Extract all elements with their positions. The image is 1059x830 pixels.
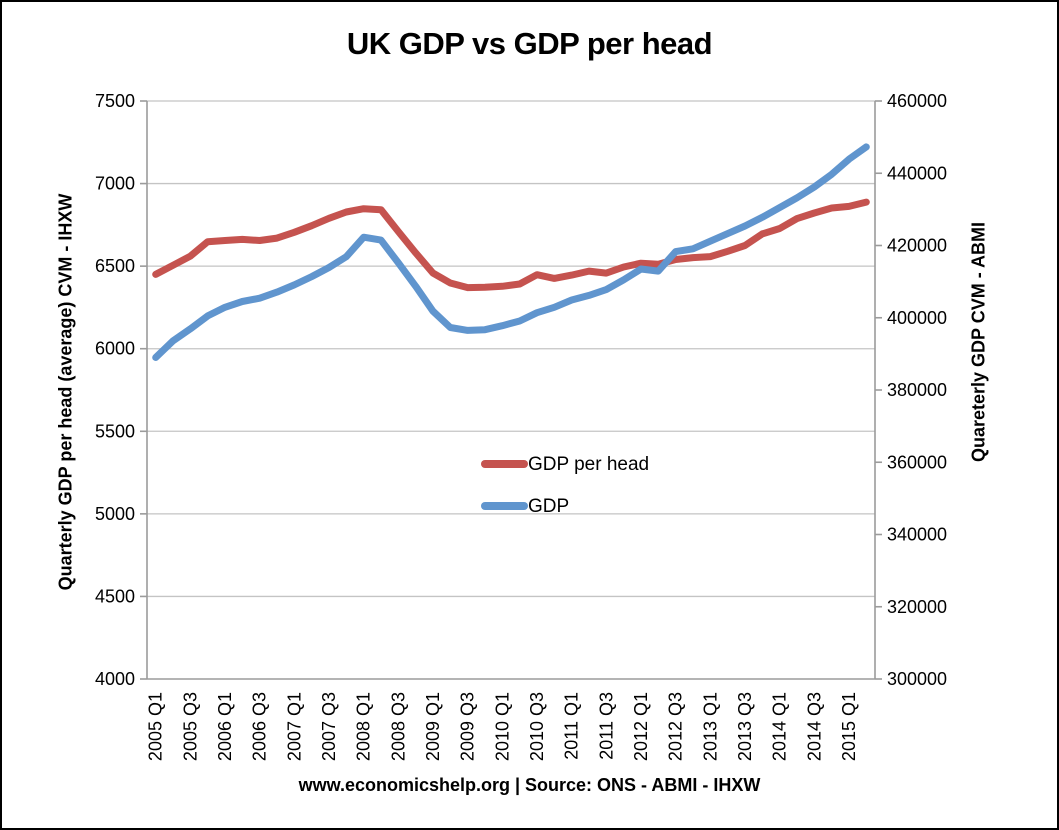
left-axis-tick-label: 4000 — [95, 669, 135, 689]
x-axis-tick-label: 2014 Q3 — [804, 692, 824, 761]
left-axis-tick-label: 7500 — [95, 91, 135, 111]
legend-swatch-gdp-per-head — [481, 460, 528, 468]
legend-label-gdp: GDP — [528, 495, 570, 517]
series-line-gdp — [152, 143, 870, 361]
legend-swatch-gdp — [481, 502, 528, 510]
x-axis-tick-label: 2007 Q3 — [319, 692, 339, 761]
right-axis-tick-label: 440000 — [887, 163, 947, 183]
chart-title: UK GDP vs GDP per head — [346, 26, 713, 61]
x-axis-tick-label: 2005 Q1 — [146, 692, 166, 761]
legend-entry-gdp-per-head: GDP per head — [481, 443, 649, 485]
legend-entry-gdp: GDP — [481, 485, 649, 527]
x-axis-tick-label: 2009 Q1 — [423, 692, 443, 761]
left-axis-tick-label: 5500 — [95, 421, 135, 441]
left-axis-tick-label: 6500 — [95, 256, 135, 276]
x-axis-tick-label: 2014 Q1 — [770, 692, 790, 761]
x-axis-tick-label: 2013 Q3 — [735, 692, 755, 761]
left-axis-tick-label: 7000 — [95, 174, 135, 194]
x-axis-tick-label: 2010 Q3 — [527, 692, 547, 761]
x-axis-tick-label: 2008 Q3 — [388, 692, 408, 761]
chart-legend: GDP per head GDP — [481, 443, 649, 527]
right-axis-tick-label: 340000 — [887, 525, 947, 545]
x-axis-tick-label: 2006 Q1 — [215, 692, 235, 761]
x-axis-tick-label: 2013 Q1 — [700, 692, 720, 761]
right-axis-tick-label: 380000 — [887, 380, 947, 400]
right-axis-tick-label: 300000 — [887, 669, 947, 689]
right-axis-tick-label: 360000 — [887, 452, 947, 472]
left-axis-tick-label: 5000 — [95, 504, 135, 524]
x-axis-tick-label: 2006 Q3 — [250, 692, 270, 761]
x-axis-tick-label: 2011 Q1 — [562, 692, 582, 760]
x-axis-tick-label: 2015 Q1 — [839, 692, 859, 761]
right-axis-tick-label: 460000 — [887, 91, 947, 111]
x-axis-tick-label: 2010 Q1 — [492, 692, 512, 761]
right-axis-tick-label: 400000 — [887, 308, 947, 328]
left-axis-tick-label: 4500 — [95, 586, 135, 606]
x-axis-tick-label: 2012 Q1 — [631, 692, 651, 761]
x-axis-tick-label: 2009 Q3 — [458, 692, 478, 761]
x-axis-tick-label: 2012 Q3 — [666, 692, 686, 761]
right-axis-tick-label: 420000 — [887, 236, 947, 256]
legend-label-gdp-per-head: GDP per head — [528, 453, 650, 475]
x-axis-tick-label: 2007 Q1 — [284, 692, 304, 761]
x-axis-tick-label: 2008 Q1 — [354, 692, 374, 761]
series-line-gdp-per-head — [152, 198, 870, 292]
right-y-axis-title: Quareterly GDP CVM - ABMI — [968, 221, 989, 463]
x-axis-tick-label: 2011 Q3 — [596, 692, 616, 760]
source-attribution: www.economicshelp.org | Source: ONS - AB… — [298, 775, 761, 795]
right-axis-tick-label: 320000 — [887, 597, 947, 617]
x-axis-tick-label: 2005 Q3 — [180, 692, 200, 761]
left-y-axis-title: Quarterly GDP per head (average) CVM - I… — [55, 193, 76, 591]
left-axis-tick-label: 6000 — [95, 339, 135, 359]
